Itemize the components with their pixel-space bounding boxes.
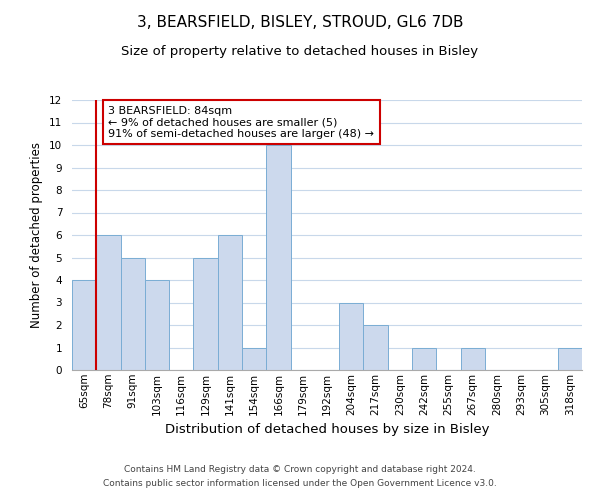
Bar <box>558 348 582 370</box>
Y-axis label: Number of detached properties: Number of detached properties <box>31 142 43 328</box>
Bar <box>461 348 485 370</box>
Bar <box>96 235 121 370</box>
Bar <box>145 280 169 370</box>
Text: 3 BEARSFIELD: 84sqm
← 9% of detached houses are smaller (5)
91% of semi-detached: 3 BEARSFIELD: 84sqm ← 9% of detached hou… <box>109 106 374 139</box>
Text: Size of property relative to detached houses in Bisley: Size of property relative to detached ho… <box>121 45 479 58</box>
Bar <box>266 145 290 370</box>
X-axis label: Distribution of detached houses by size in Bisley: Distribution of detached houses by size … <box>165 423 489 436</box>
Bar <box>242 348 266 370</box>
Bar <box>72 280 96 370</box>
Bar <box>364 325 388 370</box>
Text: 3, BEARSFIELD, BISLEY, STROUD, GL6 7DB: 3, BEARSFIELD, BISLEY, STROUD, GL6 7DB <box>137 15 463 30</box>
Bar <box>218 235 242 370</box>
Bar <box>339 302 364 370</box>
Bar <box>121 258 145 370</box>
Text: Contains HM Land Registry data © Crown copyright and database right 2024.
Contai: Contains HM Land Registry data © Crown c… <box>103 466 497 487</box>
Bar <box>412 348 436 370</box>
Bar <box>193 258 218 370</box>
